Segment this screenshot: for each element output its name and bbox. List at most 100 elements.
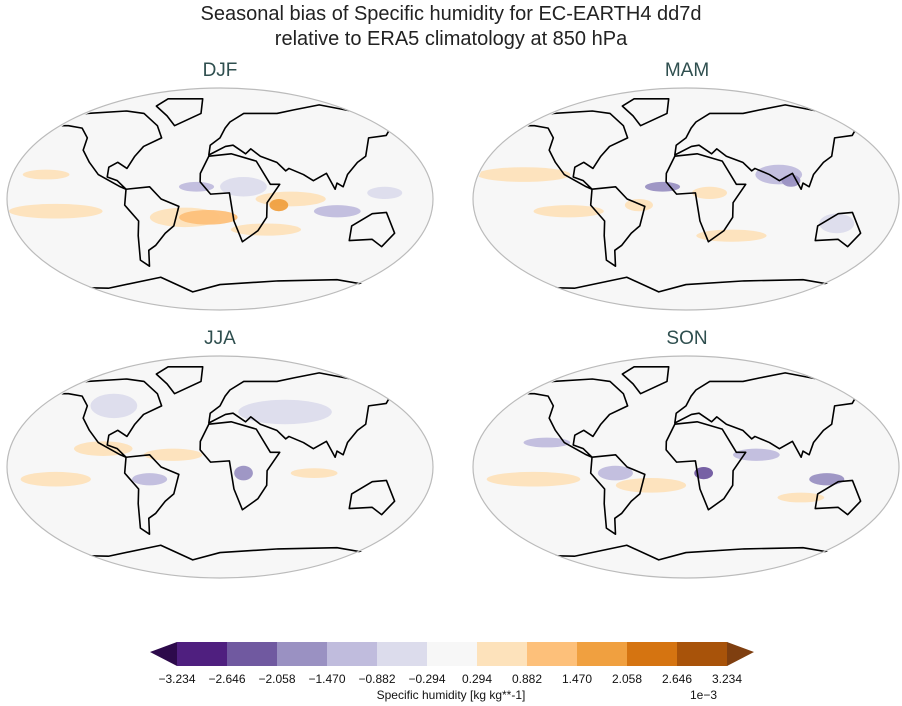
bias-region — [691, 186, 728, 199]
colorbar-tick-label: 0.294 — [461, 672, 493, 686]
coastline-gr — [621, 97, 670, 127]
bias-region — [624, 199, 653, 212]
colorbar — [150, 642, 754, 666]
coastline-au — [814, 479, 862, 516]
map-background — [7, 356, 433, 578]
coastline-au — [814, 211, 862, 248]
coastline-eu — [208, 104, 395, 191]
figure-title-line2: relative to ERA5 climatology at 850 hPa — [274, 28, 628, 50]
bias-region — [694, 467, 714, 480]
coastline-sa — [123, 453, 180, 536]
bias-region — [90, 393, 138, 419]
bias-region — [781, 174, 801, 187]
bias-region — [178, 181, 215, 192]
bias-region — [486, 471, 581, 487]
colorbar-tick-label: −3.234 — [158, 672, 196, 686]
colorbar-segment — [277, 642, 328, 666]
panel-title-son: SON — [666, 328, 708, 349]
panel-title-mam: MAM — [664, 60, 710, 81]
colorbar-tick-label: 2.058 — [611, 672, 643, 686]
colorbar-segment — [677, 642, 728, 666]
bias-region — [597, 465, 633, 481]
colorbar-segment — [377, 642, 428, 666]
coastline-gr — [621, 365, 670, 395]
figure-title-line1: Seasonal bias of Specific humidity for E… — [200, 3, 702, 25]
bias-region — [230, 223, 302, 236]
coastline-na — [518, 378, 629, 459]
colorbar-segment — [227, 642, 278, 666]
map-border — [6, 355, 434, 579]
bias-region — [143, 448, 203, 461]
bias-region — [313, 205, 361, 218]
colorbar-tick-label: 0.882 — [511, 672, 543, 686]
panel-title-jja: JJA — [204, 328, 236, 349]
bias-region — [20, 471, 91, 487]
map-mam — [472, 87, 900, 311]
bias-region — [22, 169, 70, 180]
colorbar-tick-label: 2.646 — [661, 672, 693, 686]
colorbar-tick-label: −1.470 — [308, 672, 346, 686]
coastline-sa — [123, 185, 180, 268]
coastline-af — [199, 152, 281, 243]
coastline-na — [518, 110, 629, 191]
colorbar-tick-label: −0.882 — [358, 672, 396, 686]
coastline-gr — [155, 365, 204, 395]
bias-region — [290, 468, 338, 478]
coastline-af — [199, 420, 281, 511]
colorbar-segment — [527, 642, 578, 666]
colorbar-extend-max — [727, 642, 754, 666]
bias-region — [523, 437, 571, 448]
colorbar-label: Specific humidity [kg kg**-1] — [376, 688, 526, 702]
bias-region — [476, 167, 571, 182]
colorbar-tick-label: −2.058 — [258, 672, 296, 686]
map-jja — [6, 355, 434, 579]
colorbar-tick-label: 1.470 — [561, 672, 593, 686]
bias-region — [367, 186, 403, 199]
coastline-na — [52, 110, 163, 191]
coastline-sa — [589, 453, 646, 536]
bias-region — [732, 448, 780, 461]
coastline-eu — [674, 104, 861, 191]
coastline-gr — [155, 97, 204, 127]
map-border — [6, 87, 434, 311]
map-background — [473, 88, 899, 310]
bias-region — [179, 210, 238, 225]
colorbar-scale-label: 1e−3 — [690, 688, 718, 702]
colorbar-tick-label: −0.294 — [408, 672, 446, 686]
bias-region — [809, 473, 845, 486]
bias-region — [234, 465, 253, 481]
bias-region — [238, 399, 332, 425]
bias-region — [8, 203, 103, 219]
bias-region — [269, 199, 289, 212]
coastline-eu — [208, 372, 395, 459]
map-border — [472, 87, 900, 311]
map-djf — [6, 87, 434, 311]
colorbar-segment — [177, 642, 228, 666]
colorbar-segment — [327, 642, 378, 666]
coastline-na — [52, 378, 163, 459]
bias-region — [255, 191, 326, 207]
colorbar-tick-label: 3.234 — [711, 672, 743, 686]
map-background — [7, 88, 433, 310]
panel-title-djf: DJF — [202, 60, 238, 81]
bias-region — [533, 205, 604, 218]
bias-region — [74, 441, 133, 456]
bias-region — [644, 181, 681, 192]
colorbar-segment — [577, 642, 628, 666]
coastline-af — [665, 420, 747, 511]
colorbar-tick-label: −2.646 — [208, 672, 246, 686]
bias-region — [777, 492, 825, 503]
colorbar-segment — [627, 642, 678, 666]
map-border — [472, 355, 900, 579]
colorbar-segment — [477, 642, 528, 666]
bias-region — [615, 478, 687, 493]
colorbar-extend-min — [150, 642, 177, 666]
coastline-au — [348, 211, 396, 248]
bias-region — [220, 177, 267, 197]
map-son — [472, 355, 900, 579]
coastline-au — [348, 479, 396, 516]
map-background — [473, 356, 899, 578]
coastline-eu — [674, 372, 861, 459]
coastline-sa — [589, 185, 646, 268]
